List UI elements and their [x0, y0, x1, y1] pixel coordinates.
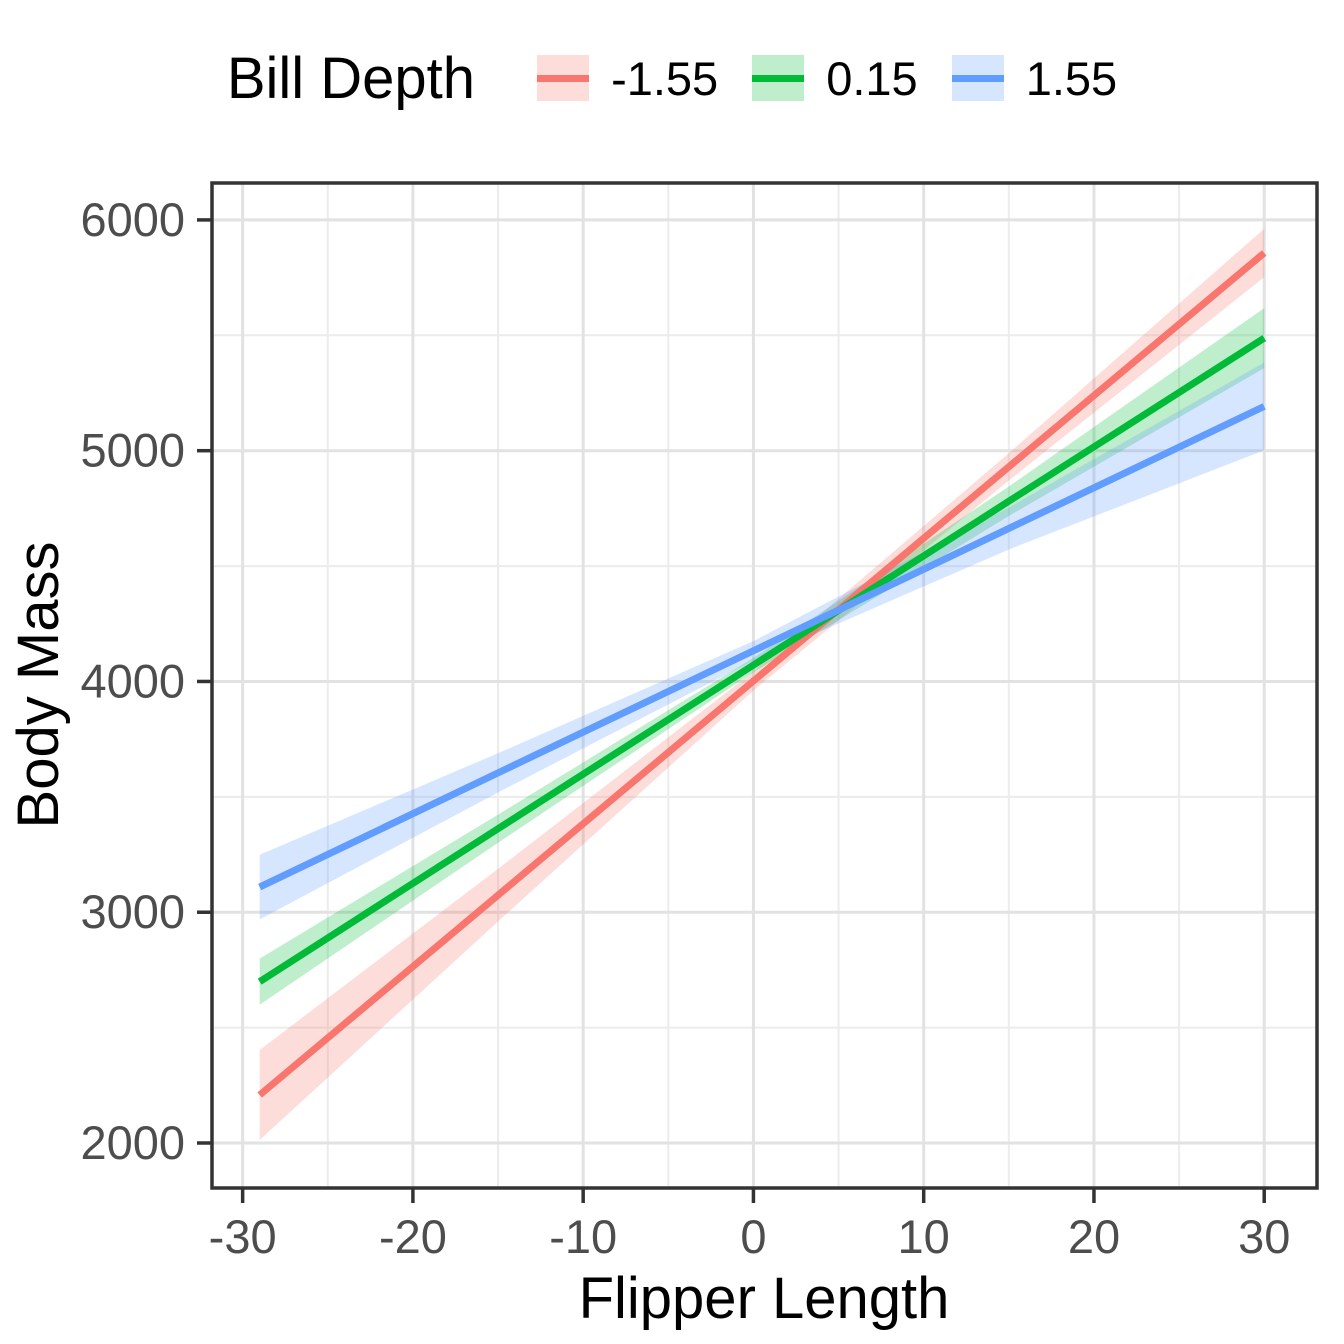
legend-entry--1.55: -1.55	[537, 51, 718, 106]
legend-key-icon	[951, 55, 1004, 101]
legend-entry-label: 1.55	[1025, 51, 1118, 105]
ci-ribbon-1.55	[259, 362, 1265, 920]
x-tick-label: 10	[898, 1210, 950, 1263]
legend-entry-1.55: 1.55	[951, 51, 1118, 106]
major-gridlines	[212, 183, 1317, 1188]
minor-gridlines	[212, 183, 1317, 1188]
ci-ribbon--1.55	[259, 228, 1265, 1140]
legend-key-icon	[752, 55, 805, 101]
x-tick-label: 30	[1238, 1210, 1290, 1263]
x-tick-label: -10	[549, 1210, 617, 1263]
x-tick-label: 0	[740, 1210, 766, 1263]
legend: Bill Depth -1.55 0.15 1.55	[0, 36, 1344, 120]
legend-entry-label: 0.15	[826, 51, 918, 105]
panel-border	[210, 181, 1319, 1190]
x-tick-label: -30	[209, 1210, 277, 1263]
y-tick-label: 4000	[80, 654, 185, 707]
y-tick-label: 3000	[80, 885, 185, 938]
legend-entry-0.15: 0.15	[752, 51, 918, 106]
y-tick-label: 2000	[80, 1116, 185, 1169]
y-tick-label: 5000	[80, 424, 185, 477]
x-tick-label: -20	[379, 1210, 447, 1263]
trend-line-1.55	[258, 403, 1266, 891]
legend-title: Bill Depth	[226, 45, 476, 111]
trend-line-0.15	[257, 335, 1267, 985]
y-tick-label: 6000	[80, 193, 185, 246]
legend-key-line-icon	[537, 74, 590, 82]
panel-background	[212, 183, 1317, 1188]
x-tick-label: 20	[1068, 1210, 1120, 1263]
legend-key-line-icon	[951, 74, 1004, 82]
legend-key-icon	[537, 55, 590, 101]
x-axis-title: Flipper Length	[579, 1266, 950, 1331]
legend-key-line-icon	[752, 74, 805, 82]
trend-line--1.55	[257, 250, 1267, 1098]
y-axis-title: Body Mass	[6, 542, 71, 829]
legend-entry-label: -1.55	[611, 51, 719, 105]
axis-ticks: -30 -20 -10 0 10 20 30 2000 3000 4000 5000 6000	[80, 193, 1290, 1263]
data-layer	[257, 228, 1267, 1140]
